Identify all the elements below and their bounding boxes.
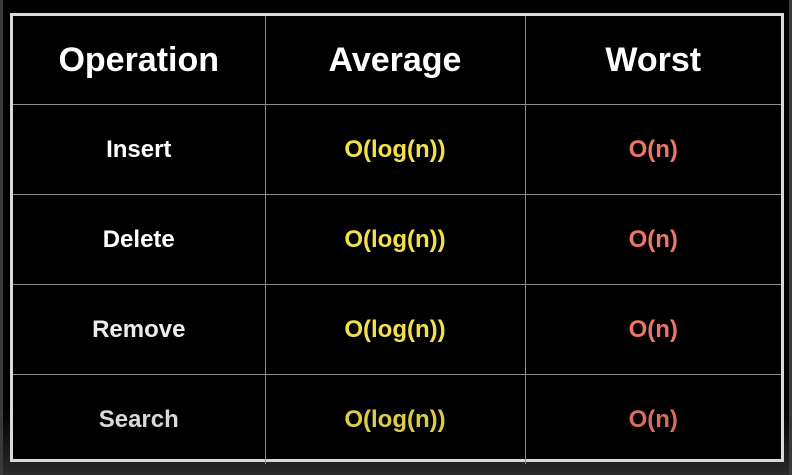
operation-cell: Insert [13,104,266,195]
table-row: Insert O(log(n)) O(n) [13,104,781,195]
table-header-row: Operation Average Worst [13,16,781,105]
header-worst: Worst [524,16,781,105]
average-complexity-cell: O(log(n)) [264,374,526,464]
worst-complexity-cell: O(n) [524,374,781,464]
complexity-table-container: Operation Average Worst Insert O(log(n))… [10,13,784,464]
table-row: Delete O(log(n)) O(n) [13,194,781,285]
operation-cell: Search [13,374,266,464]
table-row: Remove O(log(n)) O(n) [13,284,781,375]
operation-cell: Remove [13,284,266,375]
average-complexity-cell: O(log(n)) [264,284,526,375]
operation-cell: Delete [13,194,266,285]
average-complexity-cell: O(log(n)) [264,194,526,285]
table-row: Search O(log(n)) O(n) [13,374,781,464]
header-average: Average [264,16,526,105]
worst-complexity-cell: O(n) [524,104,781,195]
complexity-table: Operation Average Worst Insert O(log(n))… [13,16,781,464]
header-operation: Operation [13,16,266,105]
worst-complexity-cell: O(n) [524,194,781,285]
average-complexity-cell: O(log(n)) [264,104,526,195]
worst-complexity-cell: O(n) [524,284,781,375]
